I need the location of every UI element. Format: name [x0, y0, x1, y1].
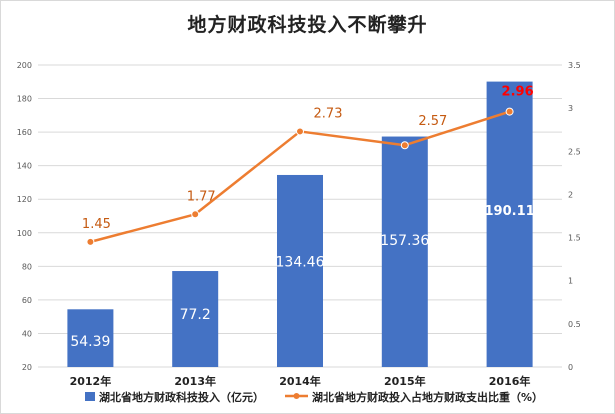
x-tick-label: 2014年	[279, 374, 321, 388]
bar	[67, 309, 114, 367]
y-left-tick-label: 100	[17, 229, 32, 238]
bar-value-label: 54.39	[70, 334, 110, 350]
bar-value-label: 157.36	[380, 233, 429, 249]
bar	[381, 136, 428, 367]
line-value-label: 1.45	[82, 217, 111, 232]
y-left-tick-label: 160	[17, 128, 32, 137]
legend-line-label: 湖北省地方财政投入占地方财政支出比重（%）	[312, 390, 543, 404]
y-right-tick-label: 0.5	[568, 320, 581, 329]
legend-bar-label: 湖北省地方财政科技投入（亿元）	[99, 390, 264, 404]
x-tick-label: 2012年	[70, 374, 112, 388]
line-point	[505, 107, 514, 116]
y-right-tick-label: 0	[568, 363, 573, 372]
y-left-tick-label: 120	[17, 195, 32, 204]
line-point	[86, 237, 95, 246]
legend-line-marker	[293, 393, 300, 399]
x-tick-label: 2016年	[489, 374, 531, 388]
y-right-tick-label: 2	[568, 190, 573, 199]
line-value-label: 2.96	[502, 85, 534, 100]
y-left-tick-label: 80	[22, 262, 32, 271]
bar	[486, 81, 533, 367]
line-value-label: 1.77	[187, 189, 216, 204]
x-tick-label: 2015年	[384, 374, 426, 388]
bar	[277, 174, 323, 367]
line-value-label: 2.73	[314, 106, 343, 121]
bar-value-label: 134.46	[276, 254, 325, 270]
bar-value-label: 190.11	[485, 204, 535, 219]
y-left-tick-label: 180	[17, 95, 32, 104]
y-left-tick-label: 60	[22, 296, 32, 305]
y-left-tick-label: 200	[17, 61, 32, 70]
bar-value-label: 77.2	[180, 307, 211, 323]
y-right-tick-label: 3.5	[568, 61, 581, 70]
y-left-tick-label: 140	[17, 162, 32, 171]
y-left-tick-label: 40	[22, 329, 32, 338]
chart-title: 地方财政科技投入不断攀升	[187, 14, 428, 36]
line-point	[191, 210, 200, 219]
x-tick-label: 2013年	[174, 374, 216, 388]
y-right-tick-label: 2.5	[568, 147, 581, 156]
line-point	[296, 127, 304, 136]
y-right-tick-label: 1.5	[568, 234, 581, 243]
line-point	[400, 141, 409, 150]
bar	[172, 271, 219, 367]
y-left-tick-label: 20	[22, 363, 32, 372]
y-right-tick-label: 1	[568, 277, 573, 286]
line-value-label: 2.57	[418, 114, 447, 129]
y-right-tick-label: 3	[568, 104, 573, 113]
legend-bar-swatch	[85, 392, 95, 401]
